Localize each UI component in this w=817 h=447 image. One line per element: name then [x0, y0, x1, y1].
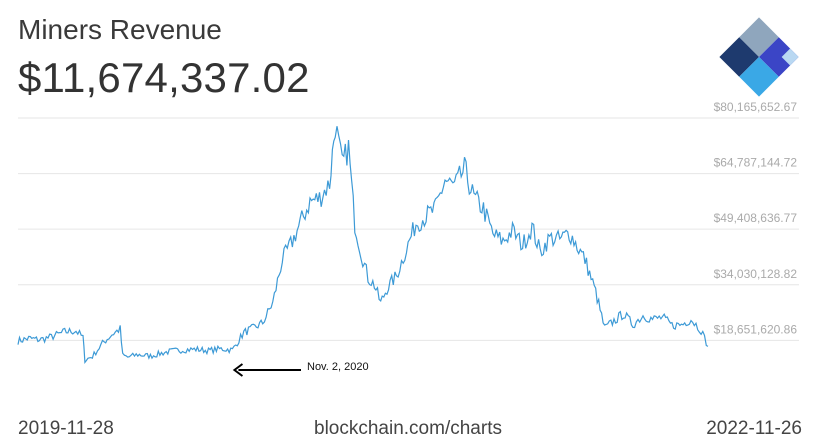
source-label: blockchain.com/charts — [314, 418, 502, 439]
current-value: $11,674,337.02 — [18, 54, 310, 101]
annotation-label: Nov. 2, 2020 — [307, 361, 369, 373]
y-tick-label: $34,030,128.82 — [714, 267, 798, 281]
start-date-label: 2019-11-28 — [18, 418, 114, 439]
y-tick-label: $49,408,636.77 — [714, 211, 798, 225]
logo-tile-bottom — [739, 57, 779, 97]
chart-grid — [18, 117, 799, 341]
y-tick-label: $80,165,652.67 — [714, 100, 798, 114]
y-tick-label: $18,651,620.86 — [714, 322, 798, 336]
y-tick-label: $64,787,144.72 — [714, 156, 798, 170]
annotation-arrow — [232, 363, 301, 377]
arrow-head — [232, 363, 244, 377]
logo-tile-top — [739, 17, 779, 57]
series-line — [17, 126, 709, 365]
chart-title: Miners Revenue — [18, 14, 222, 45]
blockchain-logo-icon — [719, 17, 799, 97]
y-tick-labels: $18,651,620.86 $34,030,128.82 $49,408,636.… — [714, 100, 798, 336]
end-date-label: 2022-11-26 — [706, 418, 802, 439]
